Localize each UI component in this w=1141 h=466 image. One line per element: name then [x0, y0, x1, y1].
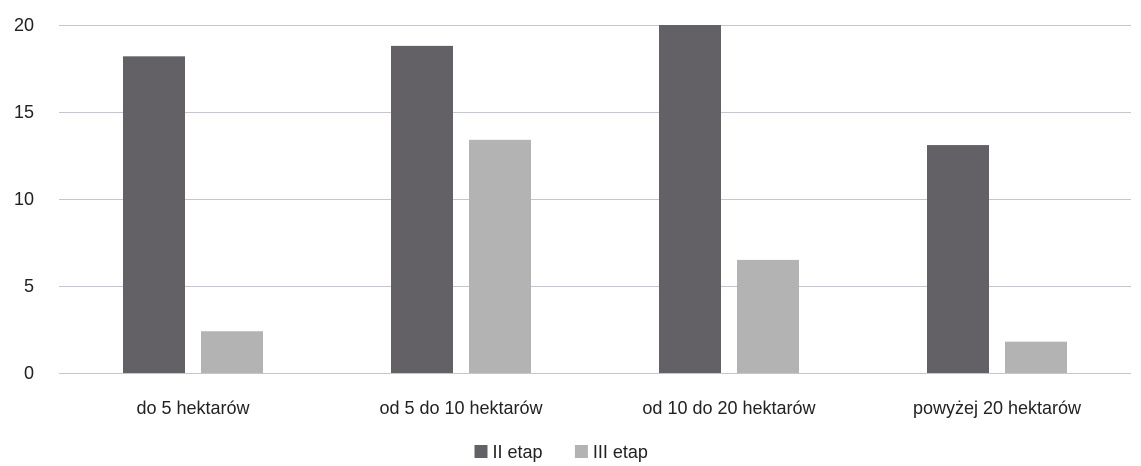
legend-label: III etap: [593, 442, 648, 462]
bar-series2-1: [469, 139, 531, 373]
x-axis-category-labels: do 5 hektarów od 5 do 10 hektarów od 10 do…: [136, 398, 1082, 418]
bar-series2-0: [201, 331, 263, 373]
y-tick-label: 10: [14, 189, 34, 209]
bar-series1-2: [659, 25, 721, 373]
legend: II etap III etap: [474, 442, 648, 462]
bar-series1-3: [927, 145, 989, 373]
legend-swatch: [474, 445, 488, 458]
y-tick-label: 5: [24, 276, 34, 296]
x-category-label: od 10 do 20 hektarów: [642, 398, 816, 418]
bar-series1-1: [391, 45, 453, 373]
legend-swatch: [574, 445, 588, 458]
bars: [123, 25, 1067, 373]
bar-series2-3: [1005, 341, 1067, 373]
y-tick-label: 15: [14, 102, 34, 122]
y-tick-label: 0: [24, 363, 34, 383]
bar-series1-0: [123, 56, 185, 373]
legend-label: II etap: [493, 442, 543, 462]
x-category-label: od 5 do 10 hektarów: [379, 398, 543, 418]
y-axis-tick-labels: 0 5 10 15 20: [14, 15, 34, 383]
x-category-label: powyżej 20 hektarów: [913, 398, 1082, 418]
bar-series2-2: [737, 259, 799, 373]
x-category-label: do 5 hektarów: [136, 398, 250, 418]
y-tick-label: 20: [14, 15, 34, 35]
